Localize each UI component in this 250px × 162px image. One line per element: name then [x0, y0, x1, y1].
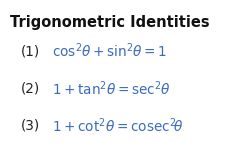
- Text: $1 + \cot^2\!\theta = \mathrm{cosec}^2\!\theta$: $1 + \cot^2\!\theta = \mathrm{cosec}^2\!…: [52, 116, 184, 135]
- Text: $1 + \tan^2\!\theta = \sec^2\!\theta$: $1 + \tan^2\!\theta = \sec^2\!\theta$: [52, 79, 172, 98]
- Text: (3): (3): [21, 119, 40, 133]
- Text: (2): (2): [21, 81, 40, 95]
- Text: Trigonometric Identities: Trigonometric Identities: [10, 15, 209, 30]
- Text: $\cos^2\!\theta + \sin^2\!\theta = 1$: $\cos^2\!\theta + \sin^2\!\theta = 1$: [52, 42, 168, 60]
- Text: (1): (1): [21, 44, 40, 58]
